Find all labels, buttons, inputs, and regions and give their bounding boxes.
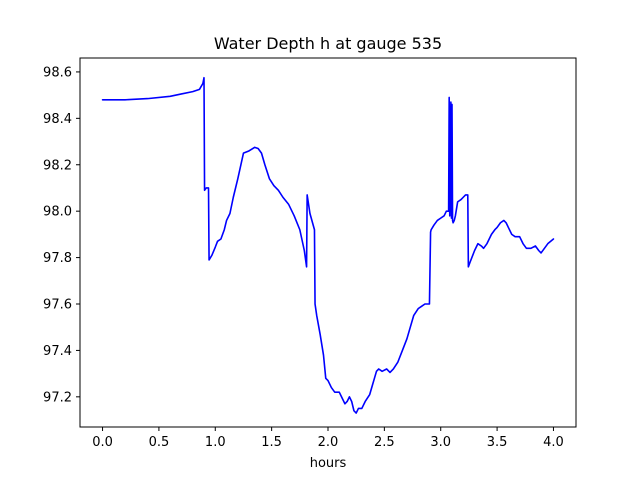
y-tick-label: 97.4 [43, 344, 72, 359]
y-tick-label: 98.6 [43, 65, 72, 80]
y-tick-label: 98.0 [43, 205, 72, 220]
x-tick-label: 2.0 [318, 435, 339, 450]
plot-area [101, 76, 555, 414]
y-tick-label: 97.2 [43, 390, 72, 405]
y-tick-label: 98.2 [43, 158, 72, 173]
x-tick-label: 0.5 [149, 435, 170, 450]
y-tick-label: 98.4 [43, 112, 72, 127]
x-tick-label: 1.5 [261, 435, 282, 450]
y-tick-label: 97.6 [43, 298, 72, 313]
x-tick-label: 2.5 [374, 435, 395, 450]
chart-title: Water Depth h at gauge 535 [214, 34, 442, 53]
x-axis-label: hours [310, 456, 347, 471]
x-tick-label: 0.0 [92, 435, 113, 450]
y-tick-label: 97.8 [43, 251, 72, 266]
axes-frame [79, 57, 577, 428]
axis-ticks: 0.0 0.5 1.0 1.5 2.0 2.5 3.0 3.5 4.0 97.2 97.4 97.6 9… [43, 65, 564, 450]
x-tick-label: 3.5 [487, 435, 508, 450]
x-tick-label: 3.0 [430, 435, 451, 450]
x-tick-label: 1.0 [205, 435, 226, 450]
water-depth-series-line [101, 76, 555, 414]
x-tick-label: 4.0 [543, 435, 564, 450]
